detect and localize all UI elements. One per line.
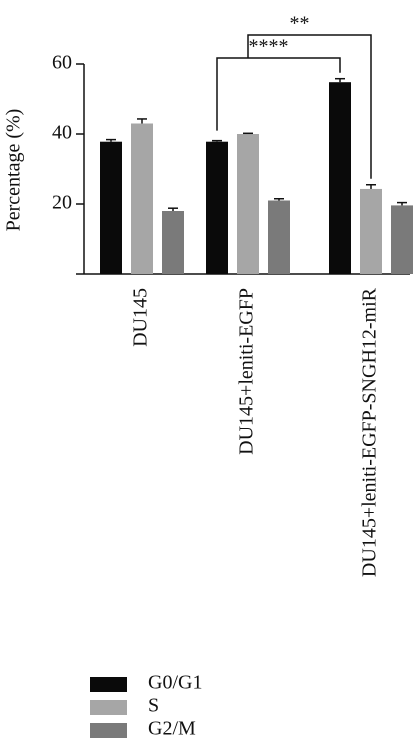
y-tick-label: 20 bbox=[52, 192, 72, 214]
legend-swatch bbox=[90, 700, 127, 715]
bar bbox=[206, 141, 228, 274]
bar bbox=[268, 200, 290, 274]
x-tick-label: DU145+leniti-EGFP-SNGH12-miR bbox=[359, 287, 381, 577]
bar bbox=[100, 141, 122, 274]
y-tick-label: 40 bbox=[52, 122, 72, 144]
legend-swatch bbox=[90, 677, 127, 692]
bar bbox=[131, 123, 153, 274]
y-axis-label: Percentage (%) bbox=[3, 109, 25, 232]
bar bbox=[391, 205, 413, 274]
bar bbox=[360, 188, 382, 274]
significance-bracket bbox=[216, 57, 341, 131]
x-tick-label: DU145 bbox=[130, 288, 152, 347]
bar bbox=[329, 82, 351, 274]
significance-label: **** bbox=[249, 36, 289, 58]
significance-bracket bbox=[247, 34, 372, 179]
legend-swatch bbox=[90, 723, 127, 738]
y-tick-label: 60 bbox=[52, 52, 72, 74]
legend-label: S bbox=[148, 695, 159, 717]
bar bbox=[237, 134, 259, 274]
legend-label: G0/G1 bbox=[148, 672, 202, 694]
legend-label: G2/M bbox=[148, 718, 196, 740]
significance-label: ** bbox=[290, 13, 310, 35]
bar bbox=[162, 211, 184, 274]
x-tick-label: DU145+leniti-EGFP bbox=[236, 288, 258, 455]
